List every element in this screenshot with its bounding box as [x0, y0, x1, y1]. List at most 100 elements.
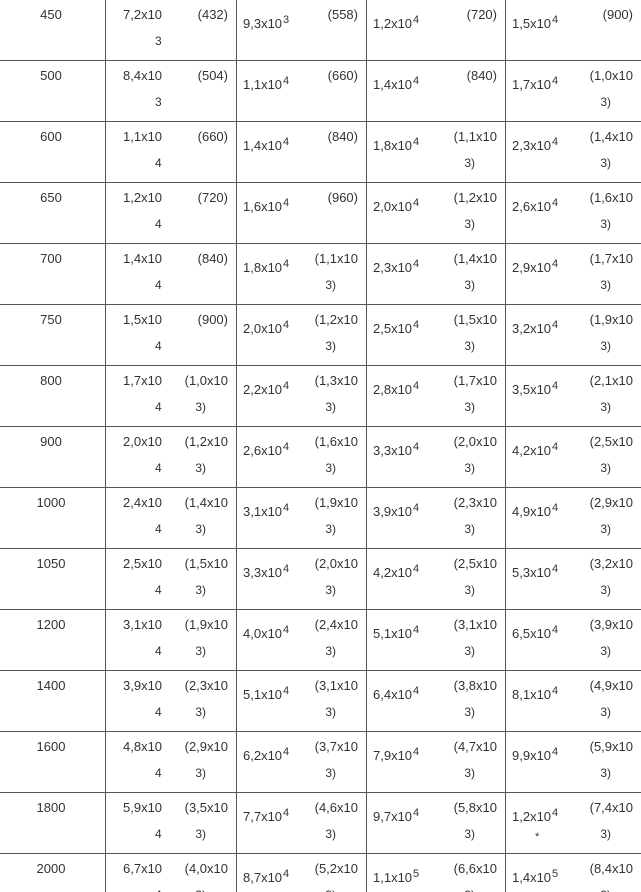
- alt-value-cont: 3): [600, 705, 611, 719]
- value: 1,5x10: [123, 312, 163, 327]
- alt-value: (1,2x10: [453, 190, 497, 205]
- alt-value-cont: 3): [195, 583, 206, 597]
- row-label: 1800: [36, 800, 66, 815]
- exponent: 4: [155, 705, 162, 719]
- alt-value: (4,6x10: [314, 800, 358, 815]
- alt-value: (558): [327, 7, 358, 22]
- value: 2,9x104: [512, 258, 559, 277]
- value: 3,2x104: [512, 319, 559, 338]
- value-base: 9,3x10: [243, 16, 283, 31]
- alt-value-cont: 3): [325, 644, 336, 658]
- row-border: [0, 731, 641, 732]
- value: 6,5x104: [512, 624, 559, 643]
- alt-value: (1,5x10: [184, 556, 228, 571]
- value: 1,1x10: [123, 129, 163, 144]
- value-base: 1,1x10: [243, 77, 283, 92]
- row-label: 650: [40, 190, 62, 205]
- exponent: 4: [155, 339, 162, 353]
- alt-value: (3,2x10: [589, 556, 633, 571]
- value-base: 1,2x10: [512, 809, 552, 824]
- value: 9,9x104: [512, 746, 558, 765]
- exponent: 4: [283, 319, 290, 331]
- value: 2,6x104: [243, 441, 289, 460]
- value: 9,3x103: [243, 14, 289, 33]
- alt-value-cont: 3): [464, 766, 475, 780]
- value: 5,1x104: [243, 685, 290, 704]
- exponent: 4: [283, 685, 290, 697]
- alt-value: (1,4x10: [589, 129, 633, 144]
- row-label: 600: [40, 129, 62, 144]
- alt-value-cont: 3): [464, 522, 475, 536]
- exponent: 3: [155, 34, 162, 48]
- value: 1,6x104: [243, 197, 290, 216]
- row-border: [0, 792, 641, 793]
- alt-value-cont: 3): [325, 766, 336, 780]
- value: 3,3x104: [243, 563, 290, 582]
- alt-value: (1,9x10: [589, 312, 633, 327]
- exponent: 4: [413, 380, 420, 392]
- exponent: 4: [552, 75, 559, 87]
- alt-value-cont: 3): [464, 156, 475, 170]
- alt-value-cont: 3): [325, 522, 336, 536]
- value: 9,7x104: [373, 807, 419, 826]
- exponent: 4: [283, 746, 290, 758]
- value-base: 2,3x10: [373, 260, 413, 275]
- exponent: 5: [413, 868, 420, 880]
- row-border: [0, 426, 641, 427]
- value-base: 2,9x10: [512, 260, 552, 275]
- row-label: 450: [40, 7, 62, 22]
- exponent: 4: [552, 258, 559, 270]
- value: 2,5x10: [123, 556, 163, 571]
- value-base: 4,2x10: [512, 443, 552, 458]
- alt-value: (1,2x10: [314, 312, 358, 327]
- exponent: 4: [155, 461, 162, 475]
- value-base: 5,1x10: [243, 687, 283, 702]
- exponent: 4: [283, 197, 290, 209]
- value: 7,7x104: [243, 807, 289, 826]
- row-label: 1600: [36, 739, 66, 754]
- alt-value: (1,1x10: [453, 129, 497, 144]
- alt-value: (3,1x10: [453, 617, 497, 632]
- value-base: 8,1x10: [512, 687, 552, 702]
- value-base: 1,2x10: [373, 16, 413, 31]
- exponent: 4: [283, 563, 290, 575]
- row-border: [0, 487, 641, 488]
- value-base: 3,2x10: [512, 321, 552, 336]
- alt-value-cont: 3): [195, 522, 206, 536]
- exponent: 4: [155, 217, 162, 231]
- exponent: 4: [552, 14, 559, 26]
- alt-value-cont: 3): [600, 339, 611, 353]
- alt-value-cont: 3): [464, 339, 475, 353]
- value: 1,2x104: [373, 14, 419, 33]
- value: 6,2x104: [243, 746, 290, 765]
- exponent: 4: [155, 827, 162, 841]
- alt-value-cont: 3): [600, 217, 611, 231]
- row-border: [0, 121, 641, 122]
- exponent: 4: [552, 563, 559, 575]
- alt-value-cont: 3): [325, 827, 336, 841]
- row-label: 800: [40, 373, 62, 388]
- value-base: 2,6x10: [512, 199, 552, 214]
- value-base: 4,2x10: [373, 565, 413, 580]
- alt-value-cont: 3): [325, 887, 336, 892]
- value-base: 2,3x10: [512, 138, 552, 153]
- value: 2,0x104: [373, 197, 419, 216]
- value: 3,5x104: [512, 380, 559, 399]
- alt-value-cont: 3): [464, 583, 475, 597]
- value-base: 7,9x10: [373, 748, 413, 763]
- exponent: 4: [552, 380, 559, 392]
- exponent: 4: [413, 319, 420, 331]
- value-base: 9,9x10: [512, 748, 552, 763]
- alt-value-cont: 3): [325, 339, 336, 353]
- alt-value-cont: 3): [600, 766, 611, 780]
- value-base: 3,9x10: [373, 504, 413, 519]
- row-label: 500: [40, 68, 62, 83]
- alt-value-cont: 3): [195, 461, 206, 475]
- alt-value-cont: 3): [464, 400, 475, 414]
- value: 1,4x104: [373, 75, 419, 94]
- value-base: 2,2x10: [243, 382, 283, 397]
- exponent: 4: [552, 319, 559, 331]
- alt-value-cont: 3): [325, 461, 336, 475]
- exponent: 4: [552, 624, 559, 636]
- exponent: 4: [283, 868, 290, 880]
